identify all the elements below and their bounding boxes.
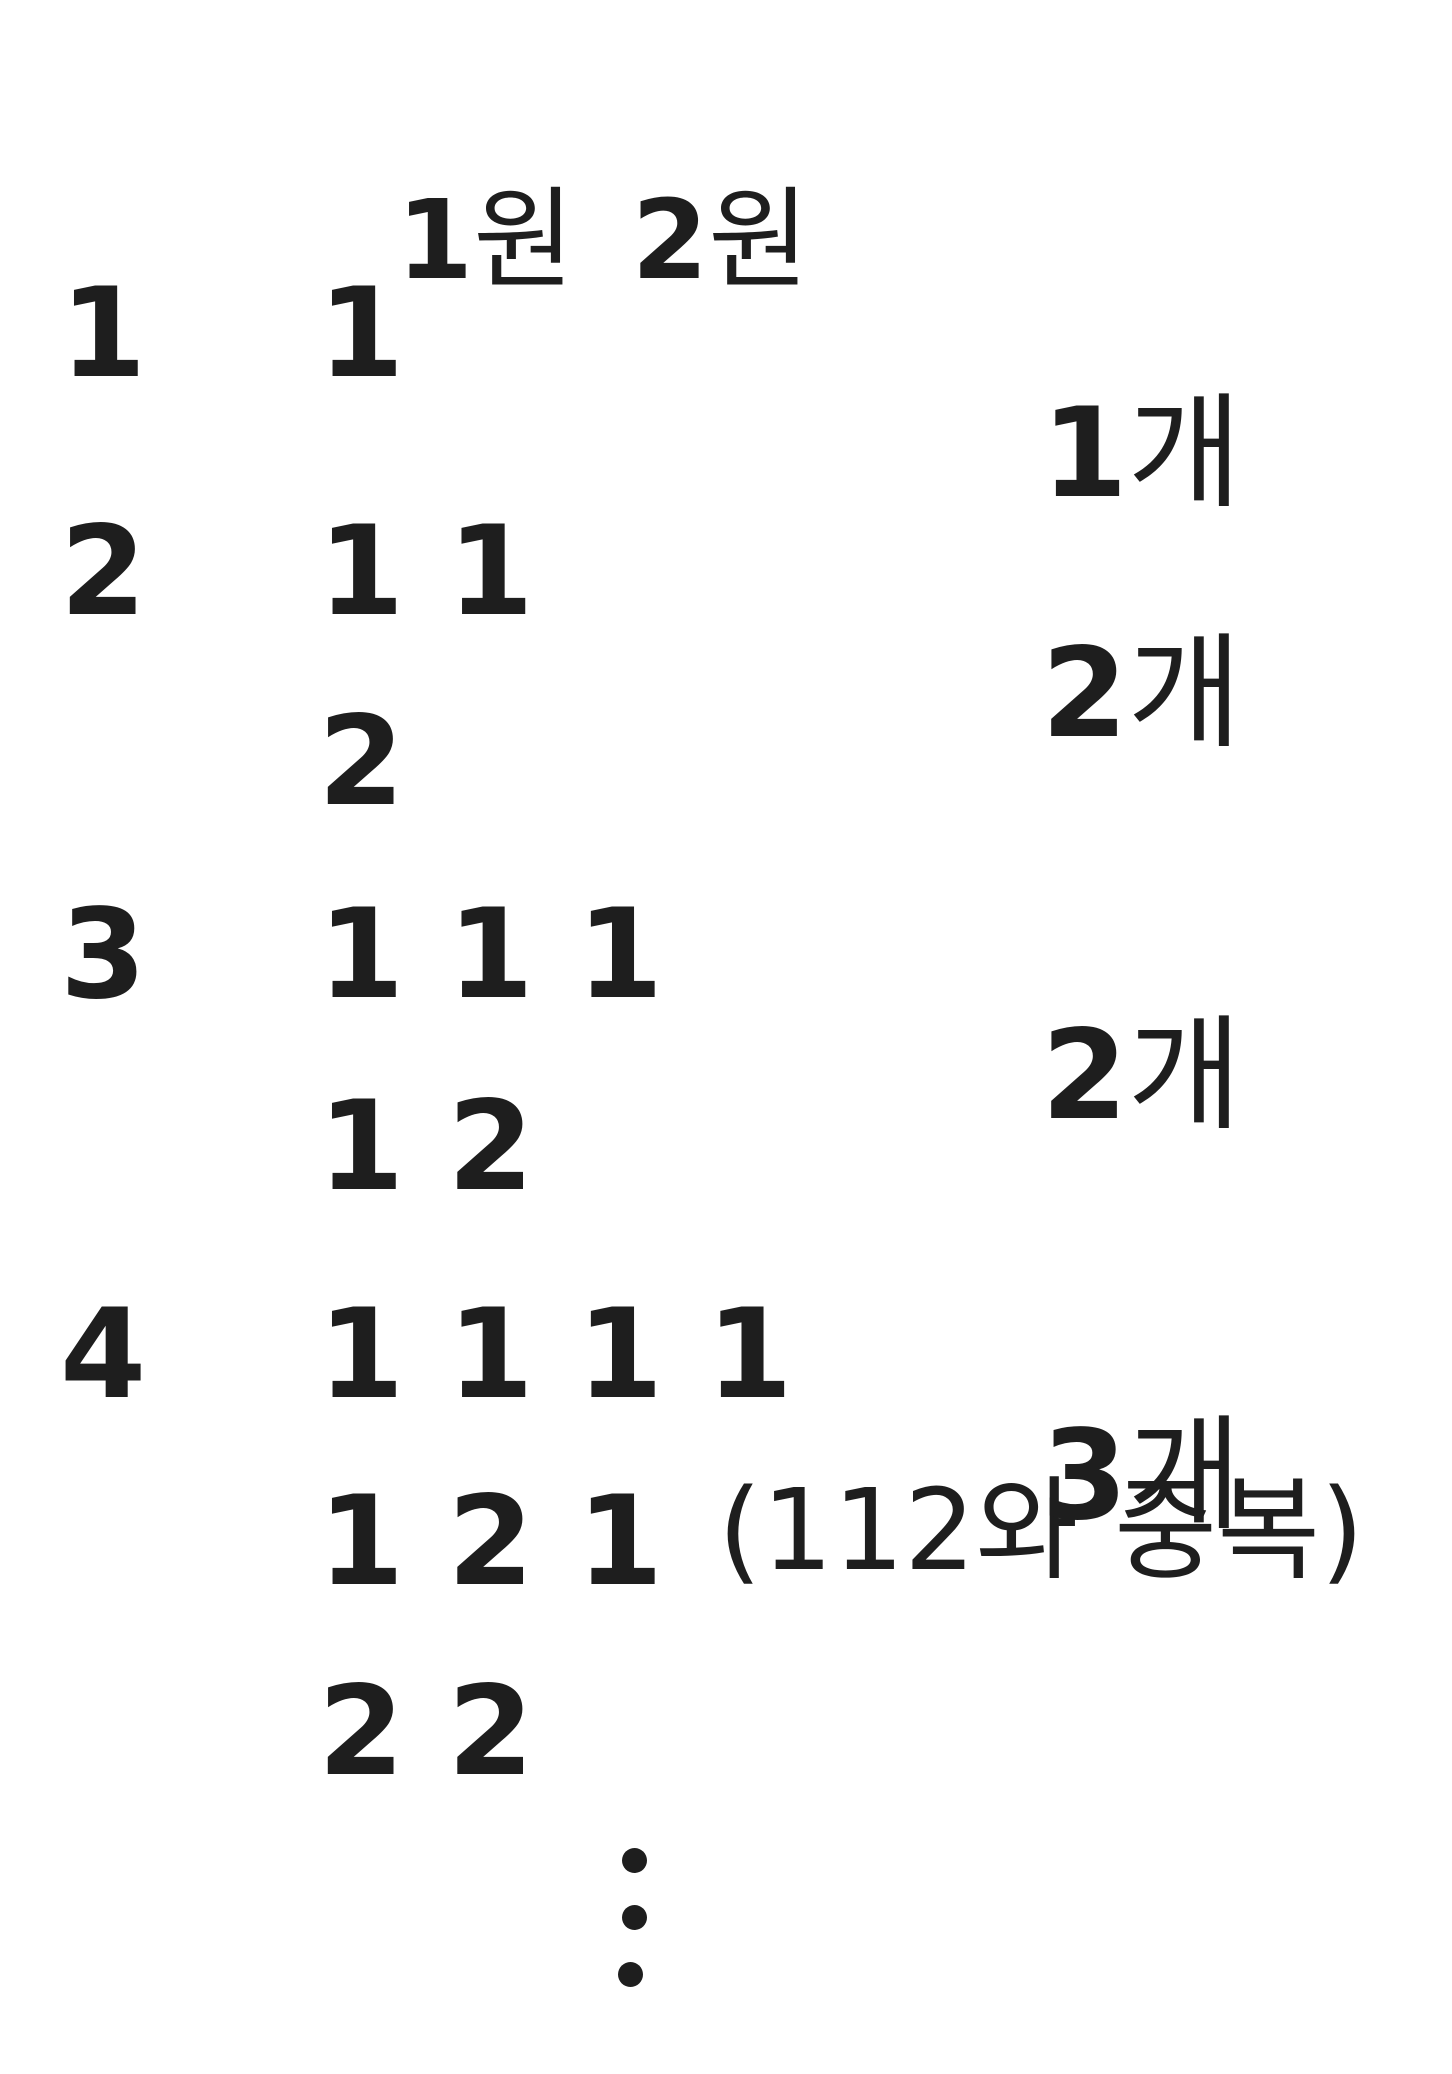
combo-3-1: 1 1 1 [318,883,664,1027]
header-coin2: 2원 [555,75,810,295]
count-2-unit: 개 [1127,622,1242,766]
count-2-value: 2 [1041,622,1128,766]
ellipsis-dot-bottom [618,1962,643,1987]
count-1-value: 1 [1041,382,1128,526]
count-4: 3개 [955,1290,1241,1538]
count-3-unit: 개 [1127,1004,1242,1148]
amount-2: 2 [60,500,147,644]
count-3-value: 2 [1041,1004,1128,1148]
header-coin2-value: 2 [631,176,709,304]
combo-2-2: 2 [318,690,405,834]
header-coin1: 1원 [320,75,575,295]
count-4-value: 3 [1041,1404,1128,1548]
amount-1: 1 [60,262,147,406]
header-coin1-unit: 원 [473,176,575,304]
ellipsis-dot-middle [622,1905,647,1930]
count-2: 2개 [955,508,1241,756]
amount-4: 4 [60,1283,147,1427]
count-1-unit: 개 [1127,382,1242,526]
combo-3-2: 1 2 [318,1075,534,1219]
combo-4-2: 1 2 1 [318,1470,664,1614]
count-1: 1개 [955,268,1241,516]
combo-2-1: 1 1 [318,500,534,644]
combo-1-1: 1 [318,262,405,406]
header-coin2-unit: 원 [708,176,810,304]
combo-4-3: 2 2 [318,1660,534,1804]
count-4-unit: 개 [1127,1404,1242,1548]
count-3: 2개 [955,890,1241,1138]
duplicate-note: (112와 중복) [718,1466,1364,1596]
amount-3: 3 [60,883,147,1027]
combo-4-1: 1 1 1 1 [318,1283,793,1427]
header-coin1-value: 1 [396,176,474,304]
ellipsis-dot-top [622,1848,647,1873]
